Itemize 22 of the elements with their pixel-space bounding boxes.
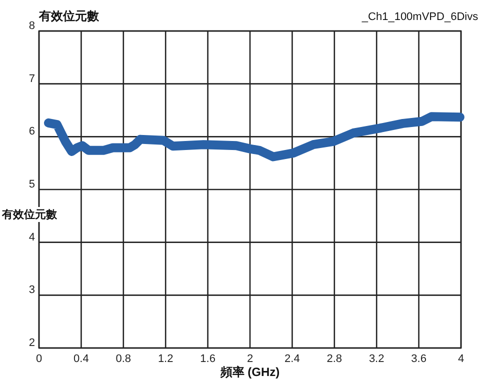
x-tick-label: 0.4 xyxy=(74,353,89,365)
chart-subtitle: _Ch1_100mVPD_6Divs xyxy=(360,11,479,23)
x-tick-label: 4 xyxy=(458,353,464,365)
y-tick-label: 2 xyxy=(28,337,35,349)
x-tick-label: 0 xyxy=(36,353,42,365)
chart-title: 有效位元數 xyxy=(38,9,100,23)
x-tick-label: 1.2 xyxy=(158,353,174,365)
x-tick-label: 2.4 xyxy=(284,353,300,365)
y-axis-title: 有效位元數 xyxy=(1,208,58,221)
y-tick-label: 7 xyxy=(28,72,35,85)
x-tick-label: 3.2 xyxy=(368,353,384,365)
x-tick-label: 0.8 xyxy=(116,353,132,365)
x-tick-label: 2 xyxy=(246,353,254,365)
y-tick-label: 3 xyxy=(28,284,35,296)
y-tick-label: 6 xyxy=(28,126,35,138)
x-tick-label: 1.6 xyxy=(200,353,216,365)
x-axis-title: 頻率 (GHz) xyxy=(219,365,280,379)
x-tick-label: 3.6 xyxy=(411,353,426,365)
y-tick-label: 4 xyxy=(28,231,35,244)
y-tick-label: 5 xyxy=(28,178,35,190)
x-tick-label: 2.8 xyxy=(326,353,342,365)
y-tick-label: 8 xyxy=(28,20,35,32)
